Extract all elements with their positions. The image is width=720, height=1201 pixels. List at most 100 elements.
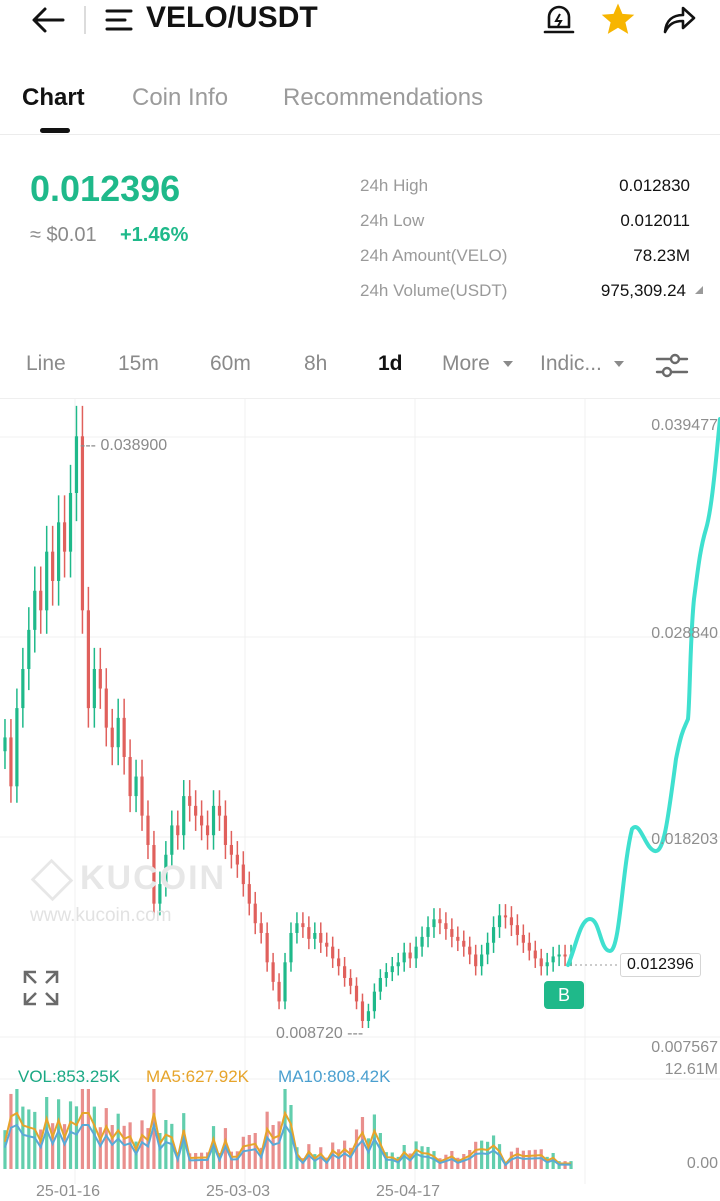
ma5-legend: MA5:627.92K [146, 1067, 250, 1086]
candle [200, 815, 204, 826]
candle [474, 954, 478, 967]
volume-bar [9, 1093, 13, 1169]
tf-line[interactable]: Line [26, 352, 66, 375]
pair-title[interactable]: VELO/USDT [146, 1, 318, 34]
volume-bar [122, 1125, 126, 1169]
star-icon[interactable] [600, 2, 636, 36]
tab-coin-info[interactable]: Coin Info [132, 84, 229, 111]
kucoin-watermark: KUCOIN [30, 858, 226, 902]
candle [152, 844, 156, 904]
candle [57, 522, 61, 581]
chart-area[interactable]: KUCOIN www.kucoin.com 0.039477 0.028840 … [0, 398, 720, 1201]
date-label: 25-03-03 [206, 1183, 271, 1200]
date-label: 25-01-16 [36, 1183, 101, 1200]
candle [277, 981, 281, 1002]
volume-bar [343, 1140, 347, 1169]
corner-triangle-icon [695, 286, 703, 294]
tf-15m[interactable]: 15m [118, 352, 159, 375]
buy-marker[interactable]: B [544, 981, 584, 1009]
candle [229, 844, 233, 855]
candle [378, 977, 382, 992]
tab-chart[interactable]: Chart [22, 84, 85, 111]
candle [140, 776, 144, 816]
volume-bar [283, 1089, 287, 1169]
candle [9, 737, 13, 787]
tf-60m[interactable]: 60m [210, 352, 251, 375]
candle [62, 522, 67, 552]
kucoin-logo-icon [30, 858, 74, 902]
candle [313, 932, 317, 939]
candle [515, 925, 519, 935]
candle [450, 929, 454, 937]
top-bar: VELO/USDT [0, 0, 720, 42]
volume-bar [15, 1089, 19, 1169]
volume-bar [27, 1109, 31, 1169]
candle [438, 919, 442, 924]
candle [15, 708, 19, 787]
volume-bar [3, 1130, 7, 1169]
candle [176, 825, 180, 836]
candle [74, 436, 79, 493]
volume-bar [86, 1089, 90, 1169]
volume-bar [92, 1106, 96, 1169]
candle [337, 958, 341, 967]
candle [146, 815, 150, 845]
header-divider [84, 6, 86, 34]
volume-bar [253, 1133, 257, 1169]
candle [235, 854, 239, 865]
candle [259, 923, 263, 933]
volume-bar [164, 1120, 168, 1169]
volume-bar [74, 1106, 79, 1169]
candle [432, 919, 436, 928]
fullscreen-icon[interactable] [22, 969, 60, 1007]
chevron-down-icon [614, 361, 624, 367]
stat-label-volume: 24h Volume(USDT) [360, 281, 508, 300]
tf-more[interactable]: More [442, 352, 490, 375]
volume-bar [474, 1141, 478, 1169]
menu-icon[interactable] [105, 8, 133, 32]
low-marker: 0.008720 --- [276, 1025, 364, 1042]
candle [396, 962, 400, 967]
volume-bar [354, 1129, 359, 1169]
ma10-legend: MA10:808.42K [278, 1067, 391, 1086]
volume-bar [128, 1122, 132, 1169]
volume-bar [360, 1117, 365, 1169]
y-axis-label: 0.007567 [651, 1039, 718, 1056]
candle [295, 923, 299, 933]
candle [247, 884, 251, 904]
candle [331, 946, 335, 959]
candle [480, 954, 484, 967]
volume-bar [80, 1089, 85, 1169]
last-price-tag: 0.012396 [620, 953, 701, 977]
candle [497, 915, 502, 928]
tf-8h[interactable]: 8h [304, 352, 328, 375]
tf-1d[interactable]: 1d [378, 352, 403, 375]
back-arrow-icon[interactable] [30, 5, 66, 35]
volume-bar [146, 1128, 150, 1169]
share-icon[interactable] [662, 3, 696, 35]
candle [217, 805, 222, 816]
volume-bar [21, 1106, 25, 1169]
candle [211, 805, 216, 836]
tf-indicators[interactable]: Indic... [540, 352, 602, 375]
vol-axis-zero: 0.00 [686, 1155, 718, 1172]
price-alert-icon[interactable] [543, 3, 575, 37]
candle [348, 977, 353, 986]
candle [521, 934, 525, 943]
chart-settings-icon[interactable] [655, 352, 689, 380]
candle [3, 737, 7, 752]
candle [307, 927, 311, 939]
drawn-projection-line [566, 417, 720, 967]
active-tab-indicator [40, 128, 70, 133]
candle [372, 991, 376, 1012]
volume-bar [68, 1101, 73, 1169]
volume-bar [247, 1135, 251, 1169]
volume-bar [110, 1125, 114, 1169]
candle [45, 551, 49, 611]
volume-bar [420, 1146, 424, 1169]
volume-bar [277, 1121, 281, 1169]
tab-recommendations[interactable]: Recommendations [283, 84, 484, 111]
candle [205, 825, 210, 836]
candle [503, 915, 508, 918]
volume-bar [98, 1127, 102, 1169]
